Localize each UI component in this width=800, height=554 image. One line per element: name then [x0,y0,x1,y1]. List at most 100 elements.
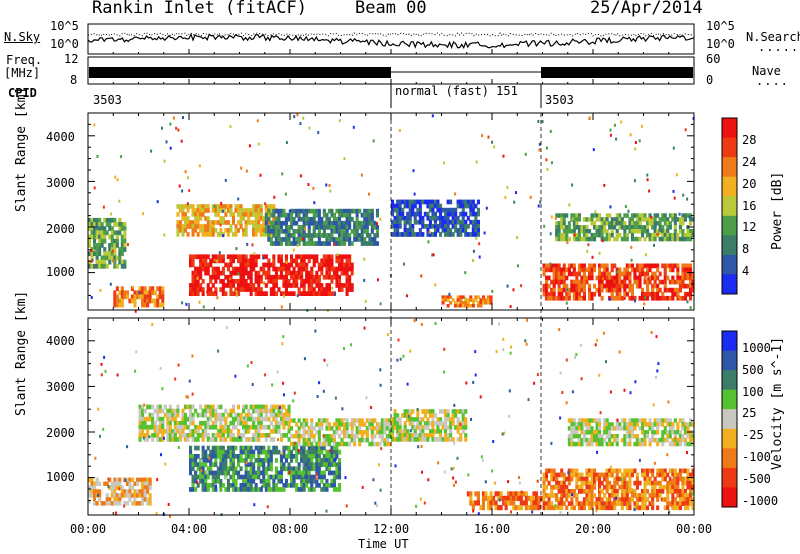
heatmap-cell [517,505,521,511]
heatmap-cell [322,229,326,234]
heatmap-cell [128,493,132,498]
heatmap-cell [284,241,288,246]
heatmap-cell [338,426,342,431]
heatmap-cell [663,263,667,269]
heatmap-cell [585,275,589,281]
heatmap-cell [108,251,112,257]
heatmap-cell [638,493,642,498]
heatmap-cell [130,294,134,300]
heatmap-cell [290,216,294,222]
heatmap-cell [426,421,430,426]
heatmap-cell [300,262,304,268]
heatmap-cell [615,501,619,506]
heatmap-cell [485,206,488,210]
heatmap-cell [249,404,253,410]
heatmap-cell [431,211,435,217]
heatmap-cell [459,423,462,426]
heatmap-cell [630,213,634,218]
heatmap-cell [681,501,685,506]
heatmap-cell [118,199,121,203]
heatmap-cell [317,262,321,268]
heatmap-cell [108,217,112,223]
heatmap-cell [151,412,155,418]
heatmap-cell [88,500,91,504]
heatmap-cell [560,480,564,486]
heatmap-cell [396,413,400,418]
heatmap-cell [368,192,370,196]
heatmap-cell [221,283,225,288]
heatmap-cell [123,263,127,269]
heatmap-cell [300,483,304,488]
heatmap-cell [668,263,672,269]
heatmap-cell [282,466,286,472]
heatmap-cell [188,293,191,296]
heatmap-cell [214,458,218,463]
heatmap-cell [231,445,235,451]
heatmap-cell [300,225,304,230]
heatmap-cell [244,208,248,213]
heatmap-cell [385,418,389,423]
heatmap-cell [446,199,450,205]
heatmap-cell [229,279,233,284]
heatmap-cell [615,217,619,222]
heatmap-cell [657,362,660,366]
heatmap-cell [471,298,475,302]
heatmap-cell [176,220,180,225]
heatmap-cell [673,468,677,474]
heatmap-cell [345,237,349,242]
heatmap-cell [196,216,200,221]
heatmap-cell [267,483,271,488]
heatmap-cell [593,291,597,297]
heatmap-cell [279,411,282,415]
heatmap-cell [350,283,354,288]
heatmap-cell [307,462,311,467]
heatmap-cell [648,493,652,498]
heatmap-cell [274,470,278,476]
heatmap-cell [310,459,313,463]
heatmap-cell [428,203,432,209]
heatmap-cell [171,433,175,438]
heatmap-cell [290,458,294,463]
heatmap-cell [211,283,215,288]
heatmap-cell [98,251,102,257]
heatmap-cell [491,469,494,473]
heatmap-cell [249,212,253,217]
heatmap-cell [466,304,470,308]
heatmap-cell [327,241,331,246]
heatmap-cell [691,505,695,511]
heatmap-cell [451,207,455,213]
heatmap-cell [603,283,607,289]
heatmap-cell [683,493,687,498]
heatmap-cell [365,212,369,218]
heatmap-cell [317,422,321,427]
heatmap-cell [686,426,690,431]
heatmap-cell [282,404,286,410]
heatmap-cell [257,466,261,472]
heatmap-cell [264,216,268,222]
heatmap-cell [383,418,387,423]
heatmap-cell [416,421,420,426]
heatmap-cell [466,224,470,229]
heatmap-cell [598,287,602,293]
heatmap-cell [229,483,233,488]
heatmap-cell [570,472,574,478]
heatmap-cell [444,207,448,213]
heatmap-cell [481,295,485,299]
heatmap-cell [360,418,364,423]
heatmap-cell [98,226,102,231]
heatmap-cell [307,454,311,459]
heatmap-cell [110,247,114,252]
heatmap-cell [550,489,554,494]
heatmap-cell [297,254,301,260]
heatmap-cell [204,262,208,268]
heatmap-cell [443,347,446,351]
heatmap-cell [226,220,230,225]
heatmap-cell [169,515,171,518]
heatmap-cell [565,489,569,494]
heatmap-cell [272,408,276,414]
heatmap-cell [325,441,329,447]
heatmap-cell [570,422,574,427]
heatmap-cell [593,418,597,423]
heatmap-cell [681,493,685,498]
heatmap-cell [643,437,647,443]
